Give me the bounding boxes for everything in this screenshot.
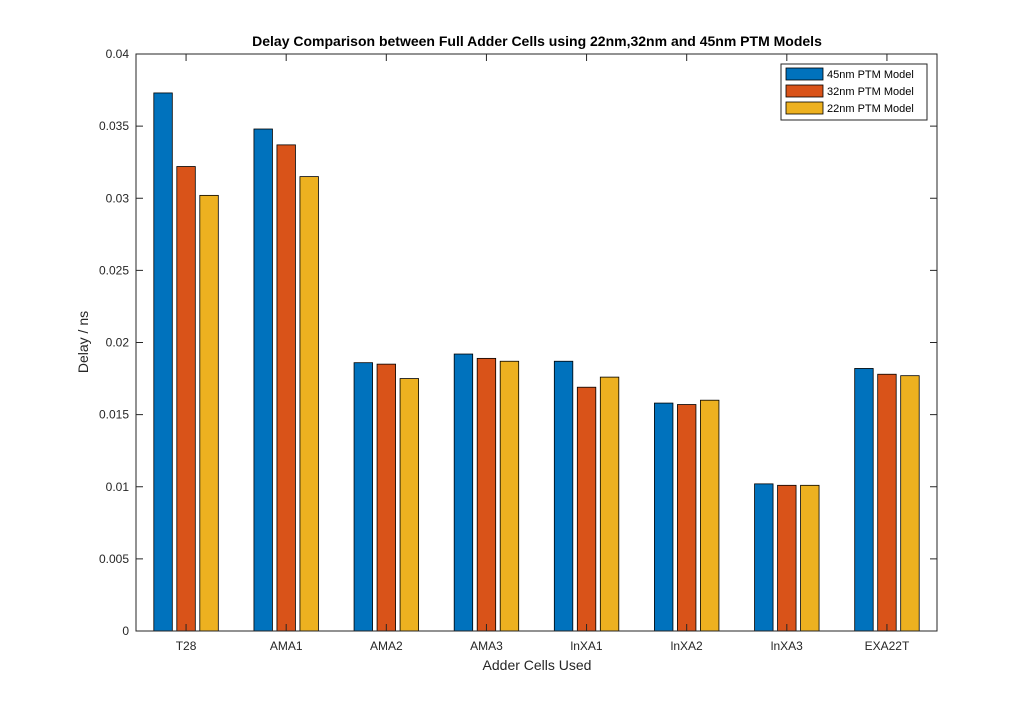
x-tick-label: lnXA2 [671, 639, 703, 653]
y-tick-label: 0.015 [99, 408, 129, 422]
bar-lnxa3-series-2 [777, 484, 797, 632]
y-axis-ticks: 0 0.005 0.01 0.015 0.02 0.025 0.03 0.035 0.04 [99, 47, 937, 638]
bar-ama1-series-2 [276, 144, 296, 632]
bar-ama2-series-3 [399, 378, 419, 632]
x-axis-ticks: T28 AMA1 AMA2 AMA3 lnXA1 lnXA2 lnXA3 EXA22T [176, 54, 910, 653]
bar-lnxa1-series-2 [576, 386, 597, 632]
x-tick-label: EXA22T [865, 639, 910, 653]
legend-swatch [785, 101, 824, 115]
y-axis-label: Delay / ns [75, 311, 91, 373]
legend-label: 32nm PTM Model [827, 86, 914, 98]
bar-lnxa2-series-1 [654, 402, 674, 632]
y-tick-label: 0.01 [106, 480, 130, 494]
legend: 45nm PTM Model 32nm PTM Model 22nm PTM Mod… [780, 63, 928, 121]
bar-ama2-series-1 [353, 362, 373, 632]
bar-ama3-series-3 [499, 360, 520, 632]
x-tick-label: lnXA1 [571, 639, 603, 653]
chart-title: Delay Comparison between Full Adder Cell… [252, 33, 822, 49]
bar-lnxa3-series-3 [800, 484, 820, 632]
x-tick-label: lnXA3 [771, 639, 803, 653]
bar-lnxa1-series-3 [599, 376, 620, 632]
bar-exa22t-series-2 [877, 373, 897, 632]
y-tick-label: 0.005 [99, 552, 129, 566]
y-tick-label: 0.02 [106, 336, 130, 350]
bar-ama1-series-3 [299, 176, 319, 632]
legend-swatch [785, 84, 824, 98]
bar-exa22t-series-1 [854, 368, 874, 632]
bar-exa22t-series-3 [900, 375, 920, 632]
y-tick-label: 0.03 [106, 191, 130, 205]
bar-t28-series-3 [199, 194, 219, 632]
x-axis-label: Adder Cells Used [483, 657, 592, 673]
y-tick-label: 0 [122, 624, 129, 638]
legend-label: 45nm PTM Model [827, 69, 914, 81]
bar-lnxa1-series-1 [553, 360, 574, 632]
bar-ama1-series-1 [253, 128, 273, 632]
x-tick-label: T28 [176, 639, 197, 653]
legend-swatch [785, 67, 824, 81]
bar-ama3-series-2 [476, 357, 497, 632]
y-tick-label: 0.04 [106, 47, 130, 61]
y-tick-label: 0.035 [99, 119, 129, 133]
x-tick-label: AMA2 [370, 639, 403, 653]
bar-lnxa3-series-1 [754, 483, 774, 632]
bar-ama3-series-1 [453, 353, 474, 632]
bar-lnxa2-series-3 [700, 399, 720, 632]
bar-t28-series-1 [153, 92, 173, 632]
bar-t28-series-2 [176, 166, 196, 632]
y-tick-label: 0.025 [99, 263, 129, 277]
x-tick-label: AMA1 [270, 639, 303, 653]
bars-layer [153, 92, 920, 632]
bar-ama2-series-2 [376, 363, 396, 632]
x-tick-label: AMA3 [470, 639, 503, 653]
bar-lnxa2-series-2 [677, 404, 697, 632]
legend-label: 22nm PTM Model [827, 103, 914, 115]
